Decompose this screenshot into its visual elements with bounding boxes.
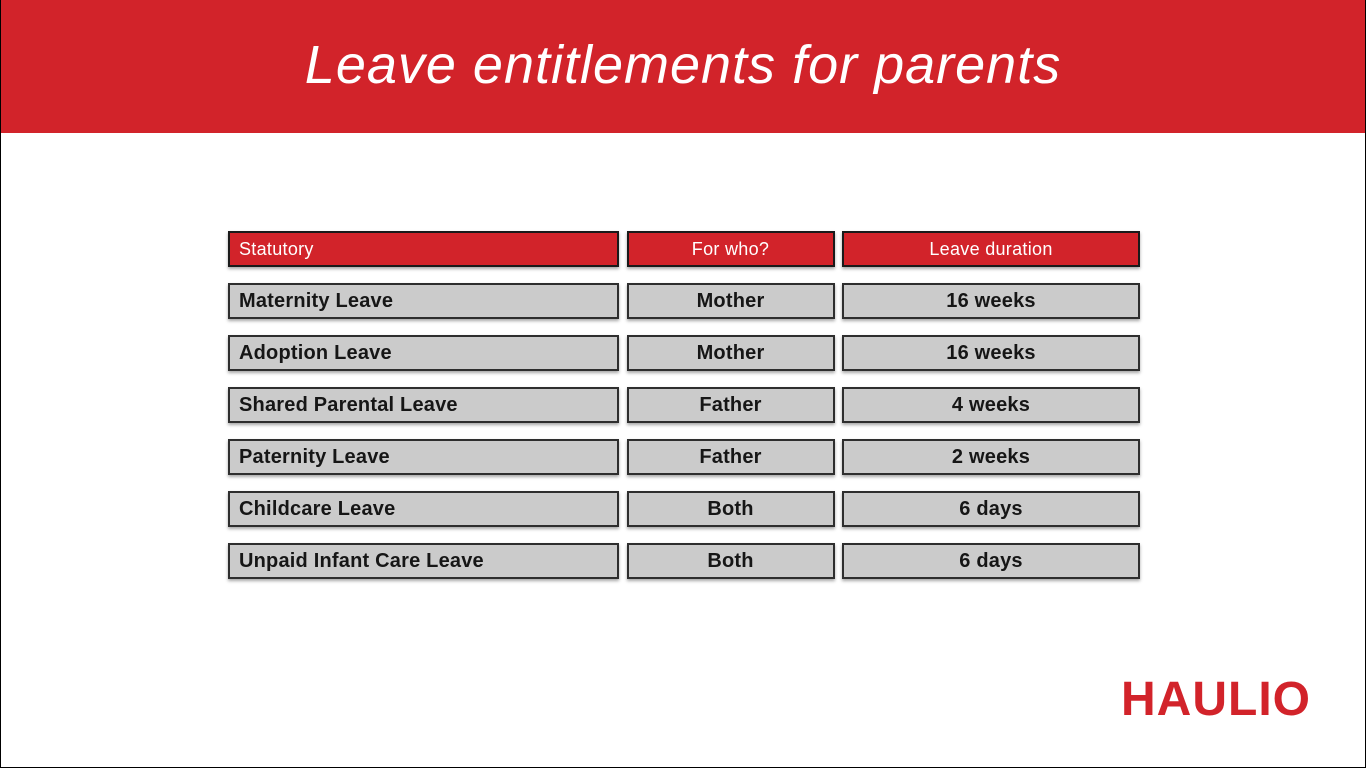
cell-for-who: Mother — [626, 283, 835, 319]
haulio-logo: HAULIO — [1121, 673, 1311, 726]
cell-duration: 4 weeks — [842, 387, 1140, 423]
column-header-for-who: For who? — [626, 231, 835, 267]
cell-for-who: Both — [626, 491, 835, 527]
cell-duration: 6 days — [842, 543, 1140, 579]
cell-statutory: Paternity Leave — [228, 439, 619, 475]
cell-duration: 6 days — [842, 491, 1140, 527]
page-title: Leave entitlements for parents — [304, 34, 1062, 95]
column-header-statutory: Statutory — [228, 231, 619, 267]
cell-duration: 16 weeks — [842, 335, 1140, 371]
cell-for-who: Father — [626, 439, 835, 475]
cell-statutory: Childcare Leave — [228, 491, 619, 527]
cell-duration: 2 weeks — [842, 439, 1140, 475]
cell-for-who: Mother — [626, 335, 835, 371]
cell-statutory: Maternity Leave — [228, 283, 619, 319]
cell-for-who: Both — [626, 543, 835, 579]
cell-statutory: Adoption Leave — [228, 335, 619, 371]
cell-statutory: Shared Parental Leave — [228, 387, 619, 423]
column-header-leave-duration: Leave duration — [842, 231, 1140, 267]
cell-for-who: Father — [626, 387, 835, 423]
cell-statutory: Unpaid Infant Care Leave — [228, 543, 619, 579]
leave-entitlements-table: Statutory For who? Leave duration Matern… — [228, 231, 1140, 579]
title-banner: Leave entitlements for parents — [1, 0, 1365, 133]
cell-duration: 16 weeks — [842, 283, 1140, 319]
